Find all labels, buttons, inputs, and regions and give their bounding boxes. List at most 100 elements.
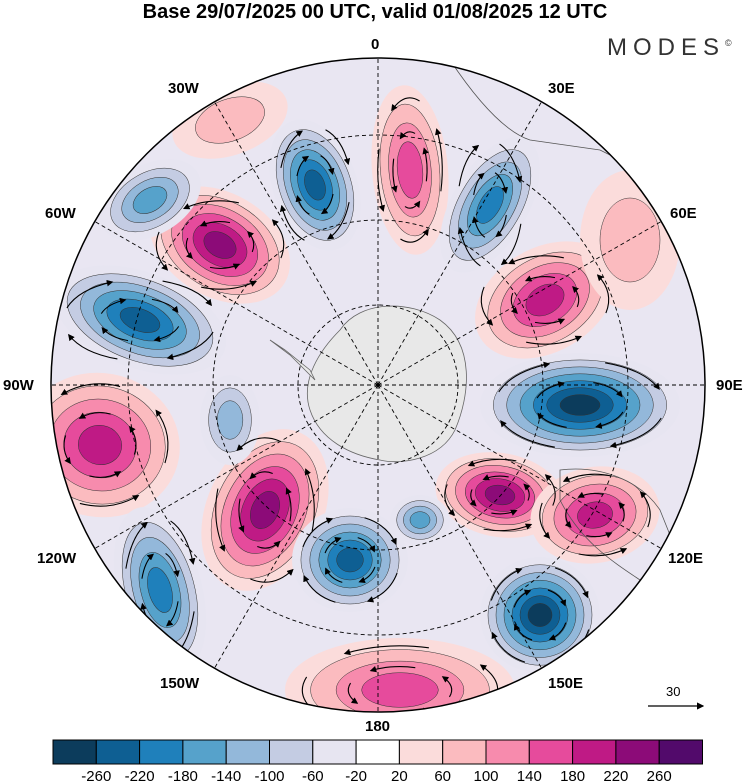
colorbar-tick-label: 260	[646, 768, 672, 783]
plot-title: Base 29/07/2025 00 UTC, valid 01/08/2025…	[142, 1, 608, 23]
wind-vector-arrow	[100, 297, 127, 314]
colorbar-tick-label: -20	[345, 768, 367, 783]
wind-vector-arrow	[499, 143, 523, 183]
colorbar-swatch	[355, 739, 400, 765]
colorbar-tick-label: -100	[254, 768, 285, 783]
wind-vector-arrow	[593, 382, 623, 398]
wind-vector-arrow	[320, 155, 335, 175]
wind-vector-arrow	[491, 509, 518, 516]
meridian-line	[377, 384, 665, 551]
wind-vector-arrow	[249, 471, 273, 480]
wind-vector-arrow	[296, 155, 310, 177]
wind-vector-arrow	[183, 200, 239, 210]
lon-label-150w: 150W	[160, 675, 200, 692]
wind-vector-arrow	[548, 622, 567, 641]
colorbar-swatch	[269, 739, 314, 765]
wind-vector-arrow	[79, 494, 140, 507]
wind-vector-arrow	[215, 488, 226, 552]
wind-vector-arrow	[209, 263, 241, 270]
wind-vector-arrow	[572, 285, 580, 308]
wind-vector-arrow	[238, 498, 245, 533]
wind-vector-arrow	[441, 676, 453, 698]
logo-mark: ©	[725, 38, 732, 48]
wind-vector-arrow	[609, 417, 662, 449]
anomaly-contour	[484, 484, 516, 506]
anomaly-contour	[396, 141, 424, 199]
wind-vector-arrow	[467, 458, 517, 467]
wind-vector-arrow	[358, 566, 376, 583]
wind-vector-arrow	[513, 589, 532, 608]
meridian-line	[377, 98, 544, 386]
colorbar-swatch	[442, 739, 487, 765]
colorbar-tick-label: -220	[124, 768, 155, 783]
wind-vector-arrow	[562, 473, 612, 482]
lon-label-0: 0	[371, 36, 380, 53]
anomaly-contour	[476, 186, 504, 224]
wind-vector-arrow	[185, 237, 193, 260]
colorbar-tick-label: 180	[560, 768, 586, 783]
lon-label-60w: 60W	[45, 205, 76, 222]
reference-vector-label: 30	[666, 684, 681, 699]
wind-vector-arrow	[500, 420, 555, 448]
wind-vector-arrow	[458, 144, 480, 187]
wind-vector-arrow	[523, 483, 531, 501]
lon-label-90w: 90W	[3, 377, 34, 394]
wind-vector-arrow	[391, 97, 420, 112]
wind-vector-arrow	[303, 575, 336, 603]
wind-vector-arrow	[320, 193, 334, 215]
wind-vector-arrow	[347, 682, 359, 704]
anomaly-contour	[132, 186, 168, 214]
colorbar-swatch	[485, 739, 530, 765]
wind-vector-arrow	[327, 201, 350, 240]
wind-vector-arrow	[391, 158, 398, 193]
anomaly-contour	[147, 567, 173, 613]
wind-vector-arrow	[304, 468, 315, 532]
wind-vector-arrow	[536, 381, 565, 399]
anomaly-contour	[577, 501, 613, 529]
colorbar-tick-label: 140	[516, 768, 542, 783]
wind-vector-arrow	[236, 437, 280, 452]
wind-vector-arrow	[32, 427, 44, 480]
wind-vector-arrow	[457, 227, 481, 267]
colorbar-tick-label: -60	[301, 768, 324, 783]
wind-vector-arrow	[495, 214, 507, 238]
map-boundary	[50, 57, 706, 713]
wind-vector-arrow	[422, 147, 429, 182]
wind-vector-arrow	[618, 501, 626, 522]
colorbar-swatch	[398, 739, 444, 765]
wind-vector-arrow	[564, 508, 572, 529]
lon-label-30e: 30E	[548, 80, 575, 97]
wind-vector-arrow	[498, 361, 551, 393]
colorbar-tick-label: 100	[473, 768, 499, 783]
wind-vector-arrow	[162, 280, 212, 307]
anomaly-contour	[119, 307, 161, 333]
wind-vector-arrow	[491, 631, 526, 663]
wind-vector-arrow	[124, 615, 150, 660]
meridian-line	[377, 219, 665, 386]
anomaly-contour	[203, 231, 237, 259]
wind-vector-arrow	[66, 279, 114, 309]
colorbar-tick-label: 60	[434, 768, 452, 783]
colorbar-tick-label: -180	[167, 768, 198, 783]
colorbar-swatch	[95, 739, 141, 765]
wind-vector-arrow	[547, 589, 567, 607]
wind-vector-arrow	[101, 326, 129, 342]
wind-vector-arrow	[199, 220, 231, 227]
wind-vector-arrow	[544, 474, 556, 506]
wind-vector-arrow	[166, 331, 214, 361]
wind-vector-arrow	[129, 425, 137, 455]
wind-vector-arrow	[471, 216, 486, 238]
anomaly-contour	[195, 96, 265, 144]
wind-vector-arrow	[404, 200, 421, 209]
colorbar-tick-label: -140	[211, 768, 242, 783]
wind-vector-arrow	[250, 568, 294, 583]
wind-vector-arrow	[302, 517, 334, 548]
wind-vector-arrow	[578, 548, 628, 557]
wind-vector-arrow	[285, 487, 292, 522]
wind-vector-arrow	[500, 223, 522, 266]
wind-vector-arrow	[151, 298, 179, 314]
wind-vector-arrow	[513, 623, 533, 641]
anomaly-contour	[527, 603, 553, 627]
colorbar-swatch	[139, 739, 184, 765]
lon-label-30w: 30W	[168, 80, 199, 97]
